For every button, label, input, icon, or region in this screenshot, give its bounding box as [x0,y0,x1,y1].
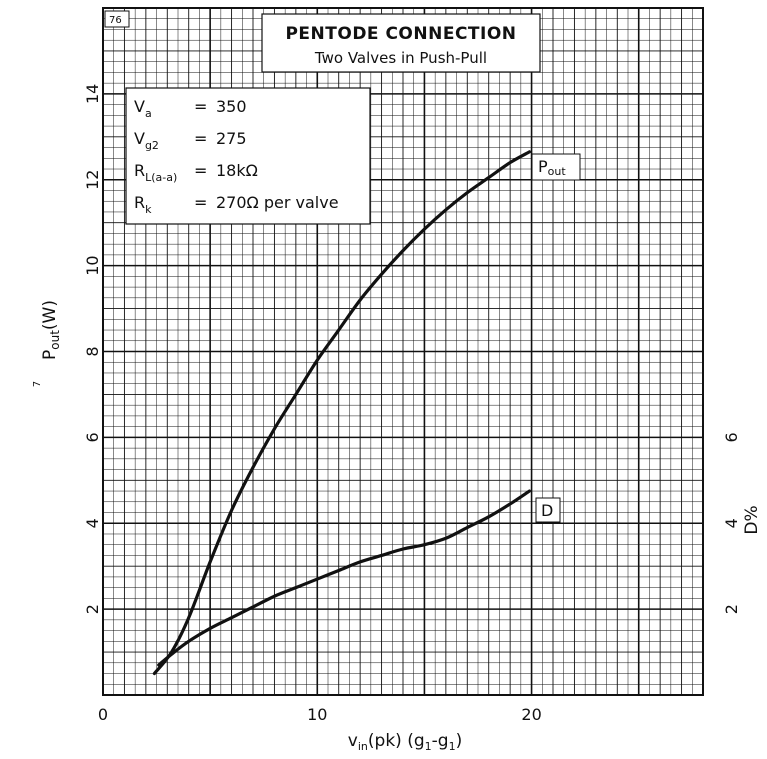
condition-vg2: Vg2 = 275 [134,129,247,152]
series-line-d [157,489,532,667]
page-number-box [104,10,130,28]
condition-va: Va = 350 [134,97,247,120]
side-mark: 7 [32,381,43,387]
svg-text:275: 275 [216,129,247,148]
y-tick-label-left: 10 [83,255,102,275]
title-box [261,13,541,73]
curves [152,150,532,676]
y-tick-label-left: 6 [83,432,102,442]
chart-subtitle: Two Valves in Push-Pull [314,49,487,67]
tick-labels: 0 10 20 2 4 6 8 10 12 14 2 4 6 [83,84,741,724]
svg-text:=: = [194,161,207,180]
d-label-box [535,497,561,523]
conditions-box [125,87,371,225]
svg-text:=: = [194,129,207,148]
y-tick-label-right: 6 [722,432,741,442]
x-tick-label: 0 [98,705,108,724]
svg-text:=: = [194,97,207,116]
y-tick-label-left: 4 [83,518,102,528]
y-tick-label-right: 2 [722,604,741,614]
y-tick-label-left: 12 [83,170,102,190]
y-tick-label-left: 14 [83,84,102,104]
page-number: 76 [109,15,122,26]
y-axis-title-left: Pout(W) [40,300,62,360]
d-series-label: D [541,501,553,520]
pout-series-label: Pout [538,157,566,178]
condition-rl: RL(a-a) = 18kΩ [134,161,258,184]
x-axis-title: vin(pk) (g1-g1) [348,731,462,753]
svg-text:Va: Va [134,97,152,120]
svg-text:Vg2: Vg2 [134,129,159,152]
svg-text:RL(a-a): RL(a-a) [134,161,177,184]
chart-title: PENTODE CONNECTION [285,24,516,44]
pout-label-box [531,153,581,181]
svg-text:18kΩ: 18kΩ [216,161,258,180]
svg-text:350: 350 [216,97,247,116]
y-axis-title-right: D% [742,505,762,534]
y-tick-label-left: 2 [83,604,102,614]
svg-text:Rk: Rk [134,193,152,216]
y-tick-label-left: 8 [83,346,102,356]
x-tick-label: 20 [521,705,541,724]
series-line-pout [152,150,532,676]
svg-text:270Ω per valve: 270Ω per valve [216,193,339,212]
x-tick-label: 10 [307,705,327,724]
y-tick-label-right: 4 [722,518,741,528]
plot-frame [102,7,704,696]
svg-text:=: = [194,193,207,212]
condition-rk: Rk = 270Ω per valve [134,193,339,216]
